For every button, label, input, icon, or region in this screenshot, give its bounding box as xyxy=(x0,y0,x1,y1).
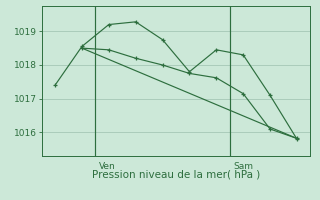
X-axis label: Pression niveau de la mer( hPa ): Pression niveau de la mer( hPa ) xyxy=(92,170,260,180)
Text: Ven: Ven xyxy=(100,162,116,171)
Text: Sam: Sam xyxy=(234,162,254,171)
